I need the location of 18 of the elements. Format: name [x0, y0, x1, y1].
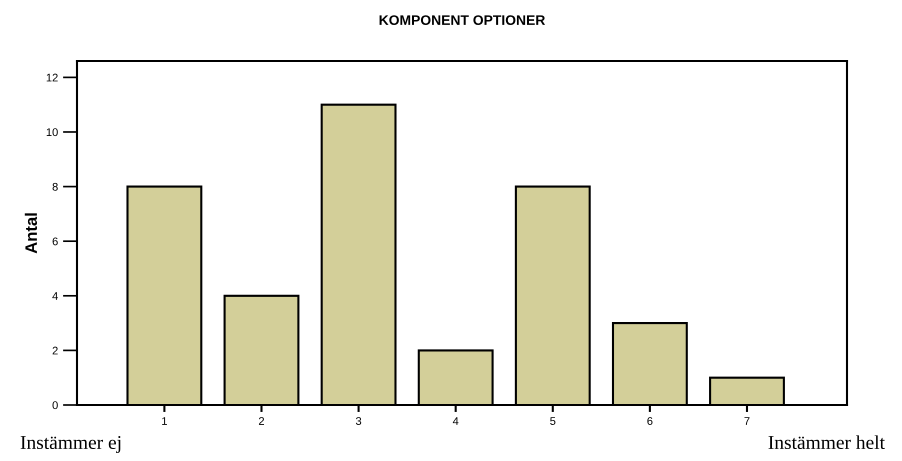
x-tick-label: 1: [162, 417, 167, 425]
x-tick-label: 7: [744, 417, 750, 425]
y-tick-label: 2: [52, 346, 58, 354]
y-tick-label: 10: [46, 128, 58, 136]
x-tick-label: 2: [258, 417, 264, 425]
chart-title: KOMPONENT OPTIONER: [380, 15, 546, 26]
y-tick-label: 6: [52, 237, 58, 246]
x-tick-label: 5: [550, 417, 556, 425]
y-axis-title: Antal: [24, 213, 38, 254]
x-tick-label: 6: [647, 417, 652, 425]
text: Instämmer helt: [768, 435, 885, 450]
y-tick-label: 4: [52, 292, 58, 300]
y-tick-label: 8: [52, 182, 58, 191]
y-tick-label: 0: [52, 401, 58, 410]
y-tick-label: 12: [46, 74, 58, 82]
x-tick-label: 3: [356, 417, 362, 425]
text: Instämmer ej: [20, 436, 120, 453]
x-tick-label: 4: [452, 417, 458, 425]
